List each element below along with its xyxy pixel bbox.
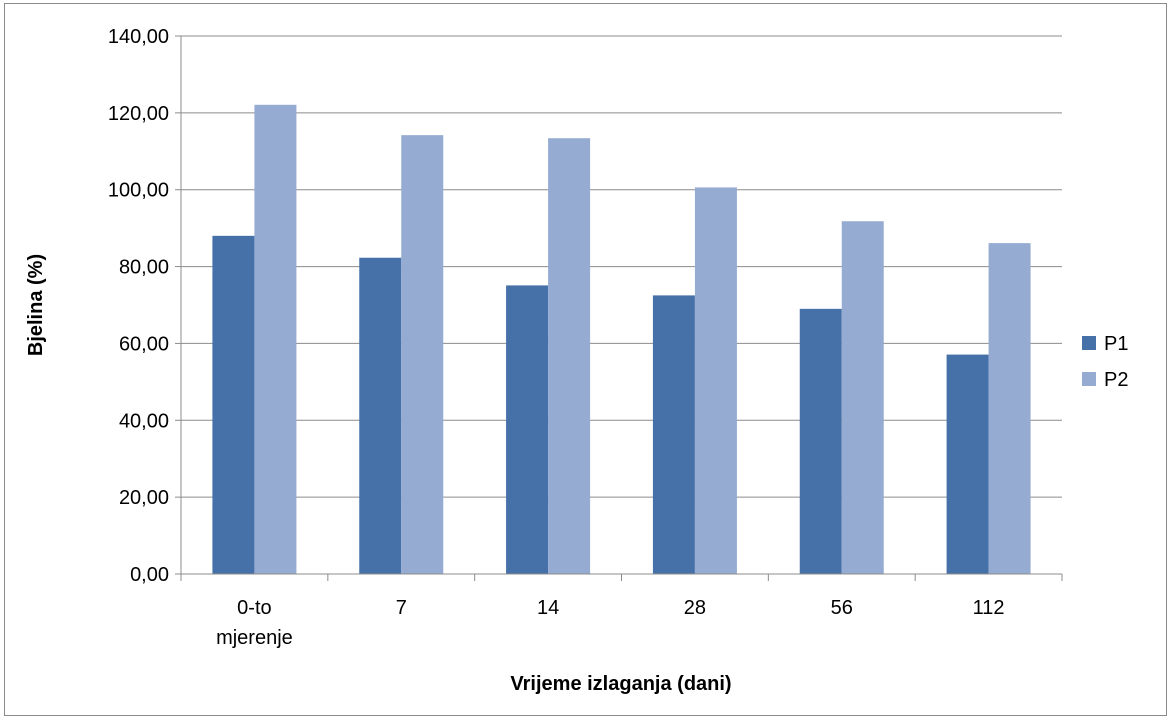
x-tick-label: 14 [537,597,559,619]
y-tick-label: 60,00 [119,333,169,355]
bar-p1 [359,257,402,574]
y-tick-labels: 0,00 20,00 40,00 60,00 80,00 100,00 120,00 140,… [108,26,169,586]
y-tick-label: 80,00 [119,257,169,279]
bar-p1 [506,285,549,574]
legend-swatch-p2 [1082,372,1096,386]
y-tick-label: 120,00 [108,103,169,125]
bar-p2 [841,221,884,574]
y-tick-label: 100,00 [108,180,169,202]
bar-p1 [212,235,255,575]
bar-p1 [652,295,695,574]
x-tick-label: 0-to mjerenje [216,597,293,649]
legend-label-p2: P2 [1104,369,1128,391]
bar-p1 [799,308,842,574]
x-tick-label: 28 [684,597,706,619]
bar-p2 [401,135,444,574]
y-tick-label: 140,00 [108,26,169,48]
bar-p2 [988,243,1031,574]
x-axis-title: Vrijeme izlaganja (dani) [510,673,731,695]
x-tick-label: 56 [831,597,853,619]
x-tick-label: 112 [973,597,1005,619]
axes [175,35,1063,581]
legend-swatch-p1 [1082,336,1096,350]
bars [212,104,1031,575]
x-tick-label: 7 [396,597,407,619]
gridlines [181,35,1062,498]
bar-p1 [946,354,989,574]
legend-label-p1: P1 [1104,333,1128,355]
y-tick-label: 20,00 [119,487,169,509]
y-tick-label: 40,00 [119,410,169,432]
x-tick-labels: 0-to mjerenje 7 14 28 56 112 [216,597,1004,649]
bar-p2 [548,138,591,574]
bar-p2 [694,187,737,574]
bar-p2 [254,104,297,574]
y-tick-label: 0,00 [130,564,169,586]
y-axis-title: Bjelina (%) [25,254,47,356]
legend: P1 P2 [1082,333,1128,391]
